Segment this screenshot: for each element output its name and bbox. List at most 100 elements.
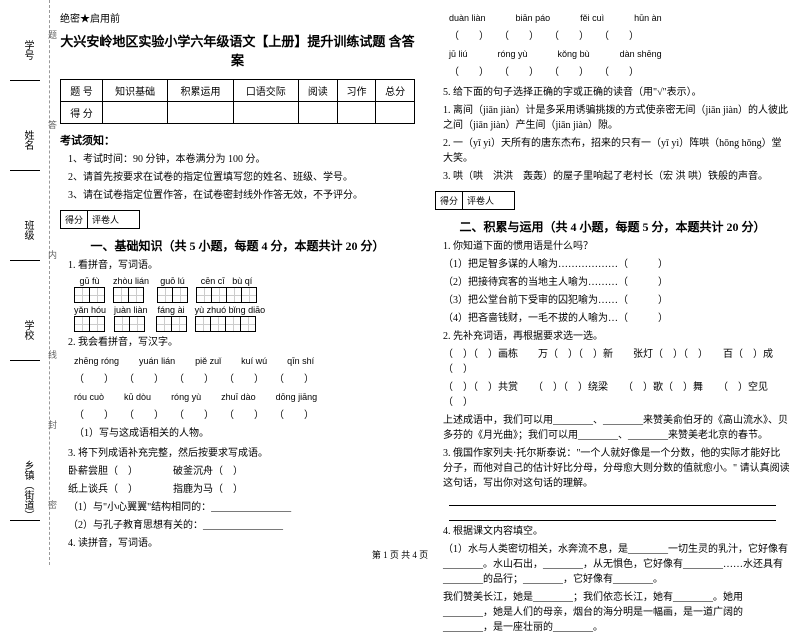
char-box[interactable] [196, 287, 212, 303]
seal-mark: 答 [46, 120, 59, 129]
rater-score: 得分 [436, 192, 463, 209]
pinyin-block: guō lú [157, 276, 188, 303]
rater-box: 得分评卷人 [60, 210, 140, 229]
pinyin-block: fáng ài [156, 305, 187, 332]
side-label-school: 学校 [20, 320, 35, 340]
char-box[interactable] [240, 316, 256, 332]
char-box[interactable] [172, 287, 188, 303]
side-label-town: 乡镇（街道） [20, 460, 35, 520]
s2q2-line: （ ）（ ）共赏 （ ）（ ）绕梁 （ ）歌（ ）舞 （ ）空见（ ） [443, 380, 790, 410]
char-box[interactable] [171, 316, 187, 332]
s2q2-line: （ ）（ ）画栋 万（ ）（ ）新 张灯（ ）（ ） 百（ ）成（ ） [443, 347, 790, 377]
char-box[interactable] [114, 316, 130, 332]
score-table: 题 号 知识基础 积累运用 口语交际 阅读 习作 总分 得 分 [60, 79, 415, 124]
table-row: 得 分 [61, 102, 415, 124]
q2-stem: 2. 我会看拼音，写汉字。 [68, 335, 415, 350]
s2q1-line: （4）把吝啬钱财，一毛不拔的人喻为…（ ） [443, 311, 790, 326]
char-box[interactable] [241, 287, 257, 303]
q5-line: 2. 一（yī yì）天所有的唐东杰布，招来的只有一（yī yì）阵哄（hōng… [443, 136, 790, 166]
char-box[interactable] [211, 287, 227, 303]
section1-title: 一、基础知识（共 5 小题，每题 4 分，本题共计 20 分） [60, 237, 415, 254]
side-label-class: 班级 [20, 220, 35, 240]
pinyin: biān páo [516, 13, 551, 23]
pinyin: gū fù [74, 276, 105, 286]
s2q4-stem: 4. 根据课文内容填空。 [443, 524, 790, 539]
rater-box: 得分评卷人 [435, 191, 515, 210]
q3-stem: 3. 将下列成语补充完整，然后按要求写成语。 [68, 446, 415, 461]
char-box[interactable] [113, 287, 129, 303]
pinyin-block: juàn liàn [114, 305, 148, 332]
td-blank[interactable] [168, 102, 233, 124]
seal-mark: 内 [46, 250, 59, 259]
notice-item: 1、考试时间：90 分钟，本卷满分为 100 分。 [68, 152, 415, 167]
s2q1-stem: 1. 你知道下面的惯用语是什么吗？ [443, 239, 790, 254]
pinyin: dōng jiāng [276, 392, 318, 402]
s2q1-line: （1）把足智多谋的人喻为………………（ ） [443, 257, 790, 272]
char-box[interactable] [74, 287, 90, 303]
s2q4-line: 我们赞美长江，她是________；我们依恋长江，她有________。她用__… [443, 590, 790, 635]
pinyin-block: yǎn hóu [74, 305, 106, 332]
side-line [10, 260, 40, 261]
left-column: 绝密★启用前 大兴安岭地区实验小学六年级语文【上册】提升训练试题 含答案 题 号… [60, 10, 415, 638]
q5-stem: 5. 给下面的句子选择正确的字或正确的读音（用"√"表示）。 [443, 85, 790, 100]
answer-line[interactable] [449, 509, 776, 521]
q2-paren: （ ） （ ） （ ） （ ） （ ） [74, 371, 415, 389]
char-box[interactable] [195, 316, 211, 332]
seal-mark: 题 [46, 30, 59, 39]
rater-score: 得分 [61, 211, 88, 228]
pinyin-block: zhòu lián [113, 276, 149, 303]
char-box[interactable] [226, 287, 242, 303]
pinyin: guō lú [157, 276, 188, 286]
pinyin: róng yù [171, 392, 201, 402]
s2q2-para: 上述成语中，我们可以用________、________来赞美俞伯牙的《高山流水… [443, 413, 790, 443]
char-box[interactable] [128, 287, 144, 303]
q2-line: zhēng róng yuán lián piě zuǐ kuí wú qīn … [74, 353, 415, 371]
q4-pinyin-row: jū liú róng yù kǒng bù dàn shēng [449, 46, 790, 64]
pinyin: fěi cuì [580, 13, 604, 23]
pinyin: róu cuò [74, 392, 104, 402]
pinyin: piě zuǐ [195, 356, 221, 366]
notice-item: 3、请在试卷指定位置作答，在试卷密封线外作答无效，不予评分。 [68, 188, 415, 203]
s2q3-stem: 3. 俄国作家列夫·托尔斯泰说："一个人就好像是一个分数，他的实际才能好比分子，… [443, 446, 790, 491]
pinyin-block: gū fù [74, 276, 105, 303]
q4-paren: （ ） （ ） （ ） （ ） [449, 28, 790, 46]
q3-line: 卧薪尝胆（ ） 破釜沉舟（ ） [68, 464, 415, 479]
pinyin: fáng ài [156, 305, 187, 315]
notice-heading: 考试须知： [60, 132, 415, 148]
q1-stem: 1. 看拼音，写词语。 [68, 258, 415, 273]
pinyin: hūn àn [634, 13, 662, 23]
notice-item: 2、请首先按要求在试卷的指定位置填写您的姓名、班级、学号。 [68, 170, 415, 185]
th: 知识基础 [103, 80, 168, 102]
secret-label: 绝密★启用前 [60, 10, 415, 25]
char-box[interactable] [210, 316, 226, 332]
answer-line[interactable] [449, 494, 776, 506]
td-blank[interactable] [103, 102, 168, 124]
q3-line: （2）与孔子教育思想有关的：________________ [68, 518, 415, 533]
th: 题 号 [61, 80, 103, 102]
td-blank[interactable] [233, 102, 298, 124]
th: 口语交际 [233, 80, 298, 102]
td-blank[interactable] [298, 102, 337, 124]
td-blank[interactable] [337, 102, 376, 124]
pinyin: kū dòu [124, 392, 151, 402]
char-box[interactable] [74, 316, 90, 332]
pinyin: juàn liàn [114, 305, 148, 315]
binding-margin: 学号 姓名 班级 学校 乡镇（街道） 题 答 内 线 封 密 [0, 0, 50, 565]
td-blank[interactable] [376, 102, 415, 124]
pinyin-row: yǎn hóu juàn liàn fáng ài yù zhuó bǐng d… [74, 305, 415, 332]
char-box[interactable] [157, 287, 173, 303]
q4-pinyin-row: duàn liàn biān páo fěi cuì hūn àn [449, 10, 790, 28]
td: 得 分 [61, 102, 103, 124]
s2q2-stem: 2. 先补充词语，再根据要求选一选。 [443, 329, 790, 344]
char-box[interactable] [89, 316, 105, 332]
q2-sub: （1）写与这成语相关的人物。 [74, 425, 415, 443]
th: 总分 [376, 80, 415, 102]
char-box[interactable] [225, 316, 241, 332]
pinyin: duàn liàn [449, 13, 486, 23]
char-box[interactable] [89, 287, 105, 303]
pinyin: kuí wú [241, 356, 267, 366]
char-box[interactable] [129, 316, 145, 332]
char-box[interactable] [156, 316, 172, 332]
q5-line: 1. 离间（jiān jiàn）计是多采用诱骗挑拨的方式使亲密无间（jiān j… [443, 103, 790, 133]
q2-line: róu cuò kū dòu róng yù zhuī dào dōng jiā… [74, 389, 415, 407]
